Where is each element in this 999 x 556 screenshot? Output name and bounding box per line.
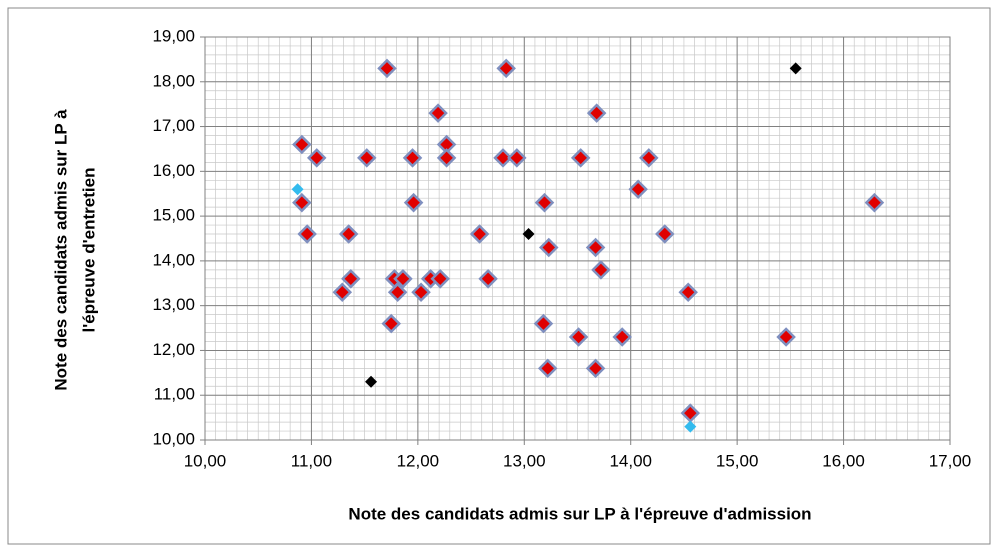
- point: [533, 313, 554, 334]
- point: [297, 224, 317, 244]
- point: [341, 269, 361, 289]
- y-tick-label: 15,00: [152, 206, 195, 225]
- y-tick-label: 17,00: [152, 116, 195, 135]
- point: [365, 375, 378, 388]
- point: [585, 358, 606, 379]
- x-axis-title: Note des candidats admis sur LP à l'épre…: [348, 504, 811, 523]
- x-tick-label: 13,00: [503, 451, 546, 470]
- x-tick-label: 15,00: [716, 451, 759, 470]
- point: [534, 192, 555, 213]
- point: [292, 134, 312, 155]
- point: [411, 282, 431, 303]
- point: [357, 148, 377, 168]
- point: [684, 420, 697, 433]
- point: [776, 327, 796, 347]
- point: [628, 179, 648, 200]
- y-axis-title: Note des candidats admis sur LP à: [51, 109, 70, 391]
- x-tick-label: 16,00: [822, 451, 865, 470]
- point: [537, 358, 558, 379]
- point: [381, 313, 402, 334]
- point: [570, 148, 591, 168]
- point: [436, 148, 457, 168]
- y-tick-label: 13,00: [152, 295, 195, 314]
- x-tick-label: 17,00: [929, 451, 972, 470]
- point: [655, 224, 675, 244]
- point: [493, 148, 513, 168]
- plot-area: [204, 36, 951, 441]
- x-tick-label: 12,00: [397, 451, 440, 470]
- point: [377, 58, 397, 79]
- point: [586, 103, 607, 123]
- y-tick-label: 16,00: [152, 161, 195, 180]
- x-tick-label: 10,00: [184, 451, 227, 470]
- point: [478, 269, 498, 289]
- point: [338, 224, 359, 244]
- chart-border: [7, 7, 991, 545]
- point: [292, 192, 312, 213]
- x-tick-label: 11,00: [291, 451, 332, 470]
- y-tick-label: 19,00: [152, 26, 195, 45]
- point: [469, 224, 490, 244]
- point: [568, 327, 589, 347]
- point: [306, 148, 327, 168]
- point: [428, 103, 448, 123]
- y-title: Note des candidats admis sur LP à l'épre…: [51, 109, 98, 391]
- y-tick-label: 10,00: [152, 429, 195, 448]
- y-tick-label: 14,00: [152, 250, 195, 269]
- point: [507, 148, 527, 168]
- y-tick-label: 11,00: [154, 385, 195, 404]
- y-tick-label: 12,00: [152, 340, 195, 359]
- point: [496, 58, 516, 79]
- point: [789, 62, 802, 75]
- point: [403, 192, 424, 213]
- point: [538, 237, 559, 258]
- x-tick-label: 14,00: [609, 451, 652, 470]
- point: [678, 282, 698, 303]
- point: [585, 237, 606, 258]
- point: [332, 282, 353, 303]
- point: [591, 260, 611, 280]
- y-axis-title: l'épreuve d'entretien: [79, 168, 98, 333]
- y-tick-label: 18,00: [152, 71, 195, 90]
- point: [387, 282, 408, 303]
- point: [522, 228, 535, 241]
- point: [639, 148, 659, 168]
- point: [291, 183, 304, 196]
- point: [402, 148, 423, 168]
- point: [430, 269, 450, 289]
- point: [612, 327, 632, 347]
- point: [393, 269, 413, 289]
- point: [864, 192, 885, 213]
